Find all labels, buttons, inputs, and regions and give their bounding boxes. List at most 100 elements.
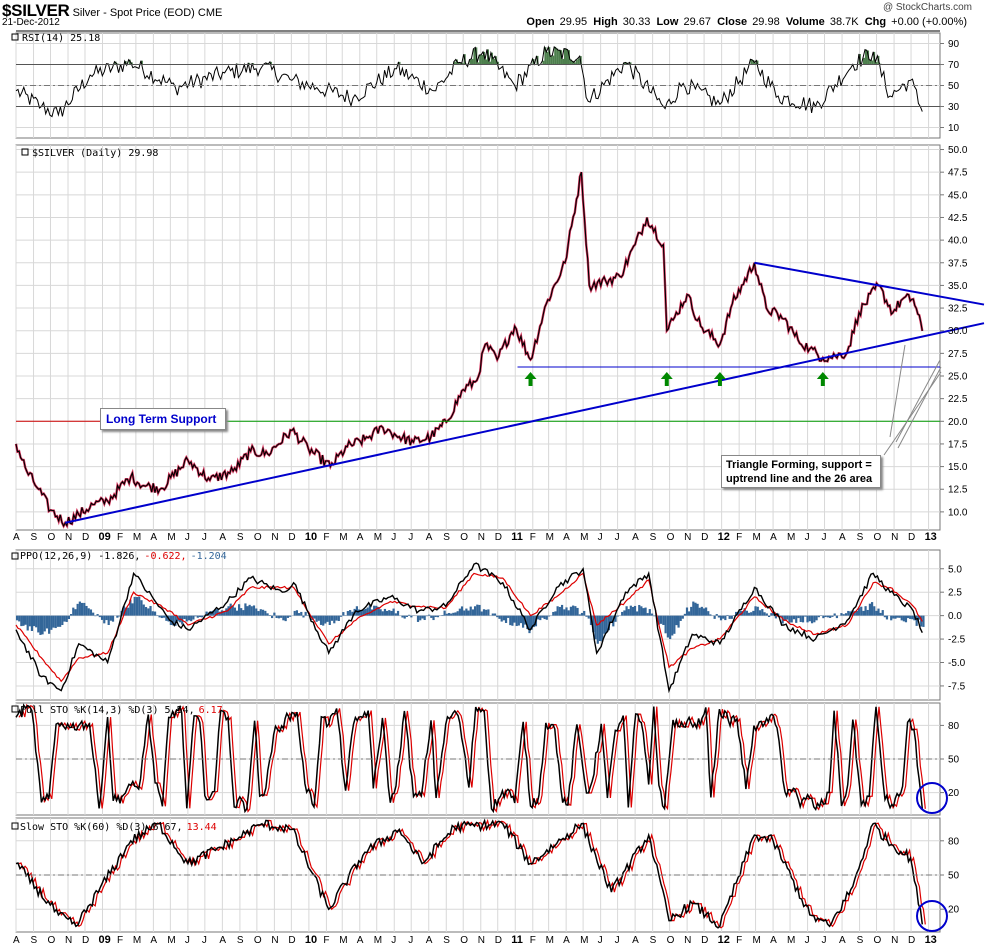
- ppo-histogram-bar: [547, 615, 551, 617]
- month-tick-label: J: [202, 532, 207, 543]
- rsi-axis-tick-label: 30: [948, 102, 960, 113]
- ppo-histogram-bar: [558, 606, 561, 616]
- month-tick-label: F: [530, 532, 536, 543]
- ppo-histogram-bar: [642, 608, 645, 616]
- ppo-histogram-bar: [482, 609, 486, 616]
- month-tick-label: O: [254, 935, 262, 946]
- rsi-overbought-fill: [479, 55, 482, 65]
- month-tick-label: J: [202, 935, 207, 946]
- ppo-histogram-bar: [330, 615, 334, 621]
- support-arrow-icon: [816, 372, 829, 386]
- ppo-histogram-bar: [18, 615, 21, 622]
- ppo-histogram-bar: [223, 610, 226, 616]
- slow-sto-axis-tick-label: 20: [948, 905, 960, 916]
- ppo-histogram-bar: [774, 615, 777, 619]
- ppo-histogram-bar: [750, 612, 753, 616]
- ppo-histogram-bar: [831, 615, 834, 617]
- ppo-histogram-bar: [601, 615, 604, 642]
- ppo-histogram-bar: [896, 615, 899, 618]
- ppo-histogram-bar: [847, 610, 850, 616]
- ppo-histogram-bar: [111, 615, 115, 622]
- ppo-histogram-bar: [41, 615, 44, 635]
- ppo-histogram-bar: [862, 610, 865, 616]
- ppo-histogram-bar: [737, 611, 740, 616]
- price-axis-tick-label: 37.5: [948, 258, 968, 269]
- ppo-histogram-bar: [690, 606, 693, 616]
- ppo-histogram-bar: [103, 615, 106, 624]
- ppo-histogram-bar: [842, 614, 845, 616]
- ppo-histogram-bar: [319, 615, 323, 625]
- ppo-histogram-bar: [623, 610, 626, 616]
- ppo-histogram-bar: [214, 609, 217, 616]
- month-tick-label: A: [219, 935, 226, 946]
- ppo-histogram-bar: [187, 615, 191, 621]
- ppo-histogram-bar: [313, 615, 316, 619]
- ppo-histogram-bar: [592, 615, 595, 633]
- ppo-histogram-bar: [248, 604, 251, 616]
- rsi-panel-label: RSI(14) 25.18: [22, 33, 100, 44]
- support-arrow-icon: [524, 372, 537, 386]
- ppo-histogram-bar: [138, 596, 141, 616]
- ppo-histogram-bar: [317, 615, 320, 621]
- ppo-histogram-bar: [572, 605, 575, 616]
- ppo-histogram-bar: [741, 611, 744, 616]
- month-tick-label: N: [684, 532, 691, 543]
- ppo-histogram-bar: [673, 615, 676, 634]
- month-tick-label: A: [357, 935, 364, 946]
- ppo-histogram-bar: [328, 615, 331, 625]
- volume-label: Volume: [785, 16, 825, 28]
- ppo-histogram-bar: [526, 615, 529, 630]
- triangle-callout-line1: Triangle Forming, support =: [726, 459, 872, 471]
- full-sto-axis-tick-label: 80: [948, 721, 960, 732]
- ppo-histogram-bar: [142, 604, 145, 616]
- ppo-histogram-bar: [322, 615, 325, 626]
- open-label: Open: [526, 16, 555, 28]
- full-sto-axis-tick-label: 20: [948, 788, 960, 799]
- ppo-histogram-bar: [671, 615, 674, 636]
- ppo-histogram-bar: [502, 615, 506, 621]
- ppo-signal-line: [15, 572, 923, 683]
- rsi-overbought-fill: [130, 62, 133, 65]
- ppo-histogram-bar: [78, 601, 81, 616]
- ppo-histogram-bar: [379, 609, 382, 616]
- ppo-histogram-bar: [394, 613, 397, 616]
- ppo-histogram-bar: [172, 615, 175, 626]
- month-tick-label: J: [822, 532, 827, 543]
- ppo-histogram-bar: [605, 615, 608, 633]
- ppo-histogram-bar: [717, 615, 720, 618]
- month-tick-label: S: [857, 532, 864, 543]
- high-value: 30.33: [622, 16, 651, 28]
- month-tick-label: D: [908, 935, 915, 946]
- ppo-histogram-bar: [124, 607, 128, 616]
- ppo-histogram-bar: [669, 615, 672, 640]
- callout-pointer: [897, 366, 942, 449]
- panel-marker-icon: [11, 33, 19, 41]
- ppo-histogram-bar: [463, 610, 466, 616]
- ppo-histogram-bar: [160, 615, 163, 619]
- rsi-overbought-fill: [562, 58, 565, 65]
- price-axis-tick-label: 32.5: [948, 304, 968, 315]
- ppo-histogram-bar: [50, 615, 53, 630]
- ppo-histogram-bar: [377, 606, 380, 616]
- ppo-histogram-bar: [83, 602, 86, 616]
- panel-marker-icon: [11, 552, 19, 560]
- rsi-overbought-fill: [573, 62, 576, 65]
- rsi-overbought-fill: [542, 60, 545, 65]
- slow-sto-k-line: [15, 818, 924, 929]
- ppo-histogram-bar: [333, 615, 336, 624]
- month-tick-label: D: [908, 532, 915, 543]
- ppo-histogram-bar: [92, 612, 95, 616]
- price-axis-tick-label: 50.0: [948, 145, 968, 156]
- month-tick-label: S: [650, 935, 657, 946]
- ppo-histogram-bar: [87, 608, 90, 616]
- month-tick-label: S: [443, 532, 450, 543]
- ppo-histogram-bar: [326, 615, 329, 622]
- rsi-overbought-fill: [869, 59, 872, 65]
- month-tick-label: M: [167, 532, 175, 543]
- ppo-histogram-bar: [795, 615, 798, 623]
- ppo-histogram-bar: [430, 615, 433, 618]
- ppo-histogram-bar: [28, 615, 31, 627]
- rsi-overbought-fill: [461, 63, 464, 65]
- month-tick-label: M: [374, 532, 382, 543]
